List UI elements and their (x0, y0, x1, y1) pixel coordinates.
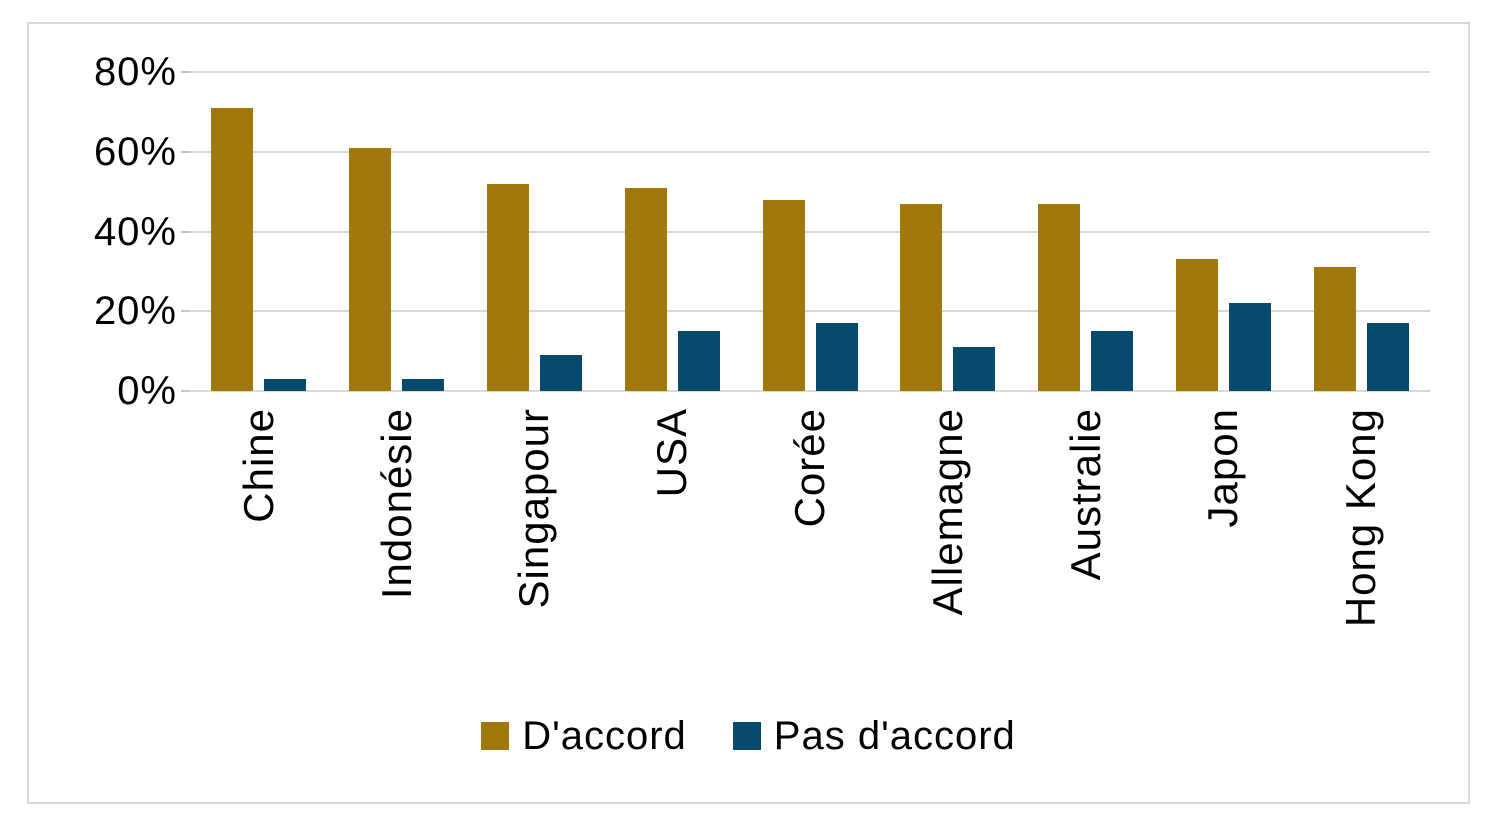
bar-pas-d-accord-allemagne (953, 347, 996, 391)
bar-group-singapour (466, 72, 604, 391)
bar-pas-d-accord-usa (677, 331, 720, 391)
bar-d-accord-usa (624, 187, 667, 391)
bar-d-accord-indonésie (349, 147, 392, 391)
gridline-20 (190, 310, 1430, 313)
legend-item-d-accord: D'accord (481, 710, 687, 762)
x-axis-label-allemagne: Allemagne (923, 408, 971, 616)
bar-pas-d-accord-chine (264, 379, 307, 391)
y-axis-label-60: 60% (93, 129, 177, 174)
x-axis-labels: Chine Indonésie Singapour USA Corée Allemagne… (190, 408, 1430, 627)
bar-group-hong-kong (1292, 72, 1430, 391)
bar-pas-d-accord-indonésie (402, 379, 445, 391)
x-label-cell: USA (603, 408, 741, 497)
bar-d-accord-allemagne (900, 203, 943, 391)
bar-d-accord-corée (762, 199, 805, 391)
bar-pas-d-accord-hong-kong (1366, 323, 1409, 391)
bar-groups (190, 72, 1430, 391)
legend-label: Pas d'accord (773, 714, 1016, 758)
y-axis-label-80: 80% (93, 50, 177, 94)
bar-group-corée (741, 72, 879, 391)
x-axis-label-australie: Australie (1061, 408, 1109, 581)
legend-swatch-icon (732, 722, 761, 750)
chart-frame: 0% 20% 40% 60% 80% Chine Indonésie Singapour US… (27, 22, 1470, 804)
y-axis-label-0: 0% (117, 369, 177, 413)
x-axis-label-hong-kong: Hong Kong (1337, 408, 1385, 628)
x-axis-label-japon: Japon (1199, 408, 1247, 528)
x-label-cell: Allemagne (879, 408, 1017, 615)
bar-d-accord-japon (1175, 259, 1218, 391)
gridline-0 (190, 390, 1430, 392)
plot-area (181, 71, 1430, 392)
x-label-cell: Corée (741, 408, 879, 527)
bar-group-usa (603, 72, 741, 391)
bar-group-indonésie (328, 72, 466, 391)
x-axis-label-usa: USA (648, 408, 696, 498)
gridline-40 (190, 230, 1430, 233)
x-label-cell: Japon (1154, 408, 1292, 527)
x-label-cell: Chine (190, 408, 328, 523)
x-axis-label-chine: Chine (234, 408, 282, 523)
legend-swatch-icon (481, 722, 510, 750)
y-tick-40 (181, 230, 190, 233)
legend: D'accord Pas d'accord (29, 710, 1468, 762)
bar-d-accord-chine (211, 107, 254, 391)
gridline-60 (190, 150, 1430, 153)
x-axis-label-indonésie: Indonésie (372, 408, 420, 600)
x-label-cell: Singapour (466, 408, 604, 608)
bar-pas-d-accord-japon (1228, 303, 1271, 391)
y-tick-60 (181, 150, 190, 153)
bar-pas-d-accord-corée (815, 323, 858, 391)
gridline-80 (190, 71, 1430, 73)
x-label-cell: Australie (1017, 408, 1155, 580)
x-label-cell: Indonésie (328, 408, 466, 599)
legend-label: D'accord (522, 714, 687, 758)
bar-group-australie (1017, 72, 1155, 391)
bar-d-accord-australie (1038, 203, 1081, 391)
bar-pas-d-accord-australie (1091, 331, 1134, 391)
x-axis-label-singapour: Singapour (510, 408, 558, 609)
y-tick-20 (181, 310, 190, 313)
bar-group-japon (1154, 72, 1292, 391)
bar-group-allemagne (879, 72, 1017, 391)
y-tick-80 (181, 71, 190, 73)
bar-group-chine (190, 72, 328, 391)
y-axis-label-20: 20% (93, 289, 177, 334)
bar-pas-d-accord-singapour (539, 355, 582, 391)
bar-d-accord-singapour (486, 183, 529, 391)
y-tick-0 (181, 390, 190, 392)
x-label-cell: Hong Kong (1292, 408, 1430, 627)
bar-d-accord-hong-kong (1313, 267, 1356, 391)
legend-item-pas-d-accord: Pas d'accord (732, 710, 1016, 762)
y-axis-label-40: 40% (93, 209, 177, 254)
x-axis-label-corée: Corée (786, 408, 834, 528)
